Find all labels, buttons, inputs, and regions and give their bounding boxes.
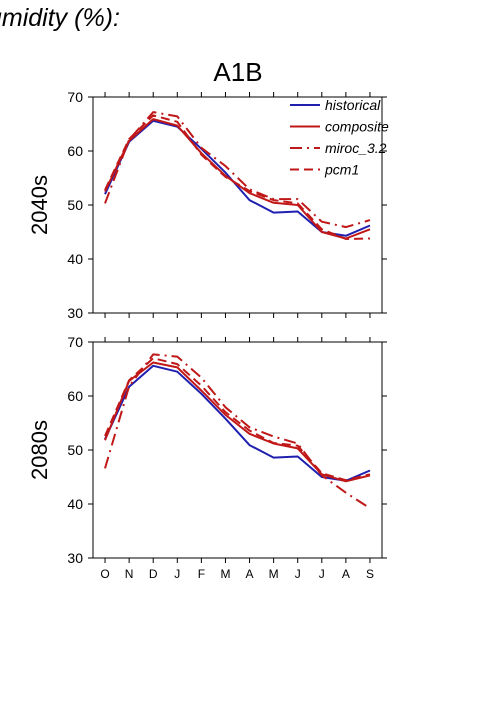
y-tick-label: 50 [67,442,83,458]
legend-label: miroc_3.2 [325,140,387,156]
y-tick-label: 60 [67,388,83,404]
x-tick-label: J [295,567,301,581]
y-tick-label: 60 [67,143,83,159]
x-tick-label: S [366,567,374,581]
x-tick-label: N [125,567,134,581]
series-line-pcm1 [104,357,371,482]
y-tick-label: 40 [67,496,83,512]
panel-ylabel: 2080s [27,420,52,480]
y-tick-label: 30 [67,305,83,321]
x-tick-label: A [342,567,350,581]
panel-2040s: 30 40 50 60 70 2040s [27,89,387,321]
series-line-composite [104,361,371,483]
x-tick-label: J [319,567,325,581]
x-tick-label: O [100,567,109,581]
y-tick-label: 50 [67,197,83,213]
y-tick-label: 70 [67,334,83,350]
x-tick-label: A [246,567,254,581]
panel-ylabel: 2040s [27,175,52,235]
legend-label: composite [325,119,389,135]
x-tick-label: F [198,567,205,581]
x-tick-label: J [174,567,180,581]
y-tick-label: 70 [67,89,83,105]
legend-label: pcm1 [324,162,359,178]
x-tick-label: M [220,567,230,581]
panel-2080s: 30 40 50 60 70 2080s O N D J F M A M J J A S [27,334,387,581]
legend-label: historical [325,97,381,113]
series-line-miroc-3-2 [104,353,371,510]
x-tick-label: D [149,567,158,581]
x-tick-label: M [269,567,279,581]
y-tick-label: 40 [67,251,83,267]
chart-title: A1B [213,57,262,87]
page-title: umidity (%): [0,4,120,32]
legend: historical composite miroc_3.2 pcm1 [290,97,389,178]
series-line-pcm1 [104,114,371,240]
series-line-miroc-3-2 [104,111,371,229]
y-tick-label: 30 [67,550,83,566]
